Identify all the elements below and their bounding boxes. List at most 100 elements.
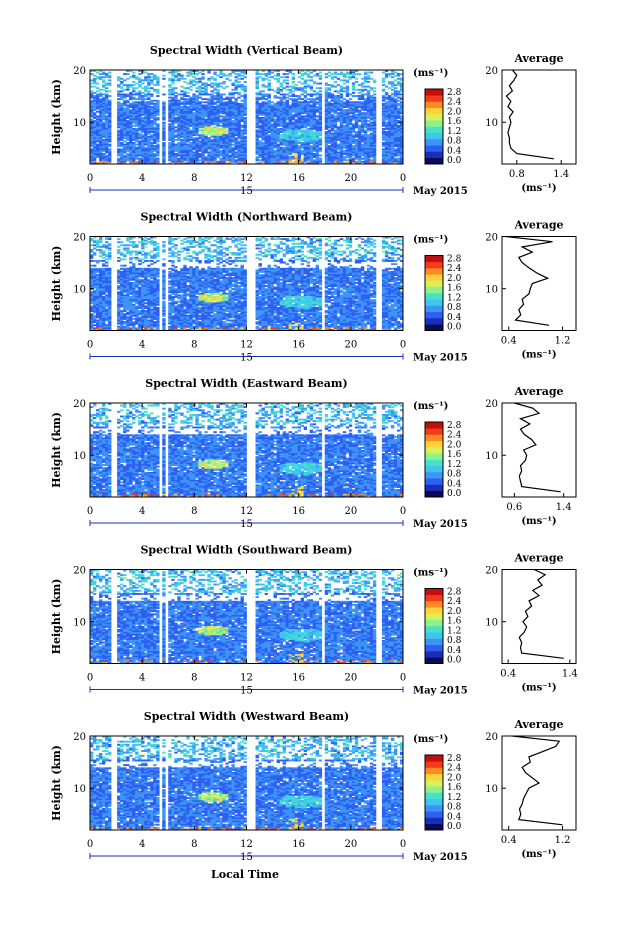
heatmap-cell [352, 155, 355, 157]
day-label: 15 [240, 186, 253, 197]
heatmap-cell [225, 86, 228, 88]
heatmap-cell [319, 155, 322, 157]
heatmap-cell [198, 150, 201, 152]
heatmap-cell [156, 84, 159, 86]
heatmap-cell [286, 94, 289, 96]
heatmap-cell [207, 84, 210, 86]
heatmap-cell [304, 92, 307, 94]
heatmap-cell [96, 108, 99, 110]
colorbar-swatch [425, 89, 443, 96]
heatmap-cell [162, 139, 165, 141]
heatmap-cell [222, 98, 225, 100]
heatmap-cell [117, 252, 120, 254]
heatmap-cell [334, 86, 337, 88]
heatmap-cell [171, 94, 174, 96]
heatmap-cell [358, 98, 361, 100]
heatmap-cell [213, 123, 216, 125]
heatmap-cell [213, 103, 216, 105]
heatmap-cell [189, 89, 192, 91]
heatmap-cell [117, 98, 120, 100]
heatmap-cell [259, 156, 262, 158]
heatmap-cell [183, 87, 186, 89]
heatmap-cell [207, 72, 210, 74]
avg-title: Average [513, 52, 563, 65]
heatmap-cell [117, 257, 120, 259]
heatmap-cell [243, 81, 246, 83]
heatmap-cell [349, 78, 352, 80]
heatmap-cell [280, 131, 283, 133]
heatmap-cell [171, 83, 174, 85]
heatmap-cell [295, 161, 298, 163]
heatmap-cell [126, 95, 129, 97]
heatmap-cell [237, 86, 240, 88]
heatmap-cell [96, 262, 99, 264]
colorbar-tick-label: 0.4 [447, 146, 462, 156]
heatmap-cell [102, 73, 105, 75]
heatmap-cell [120, 78, 123, 80]
heatmap-cell [117, 260, 120, 262]
heatmap-cell [240, 95, 243, 97]
heatmap-cell [286, 83, 289, 85]
colorbar-tick-label: 2.4 [447, 98, 462, 108]
heatmap-cell [201, 94, 204, 96]
heatmap-cell [93, 260, 96, 262]
heatmap-cell [162, 119, 165, 121]
heatmap-cell [355, 95, 358, 97]
heatmap-cell [259, 98, 262, 100]
heatmap-cell [90, 73, 93, 75]
heatmap-cell [198, 137, 201, 139]
heatmap-cell [213, 89, 216, 91]
heatmap-cell [123, 89, 126, 91]
heatmap-cell [225, 78, 228, 80]
heatmap-cell [93, 321, 96, 323]
heatmap-cell [120, 265, 123, 267]
heatmap-cell [174, 72, 177, 74]
heatmap-cell [168, 139, 171, 141]
heatmap-cell [283, 73, 286, 75]
colorbar-swatch [425, 95, 443, 102]
heatmap-cell [219, 147, 222, 149]
heatmap-cell [99, 252, 102, 254]
heatmap-cell [301, 112, 304, 114]
heatmap-cell [174, 92, 177, 94]
heatmap-cell [328, 142, 331, 144]
colorbar-swatch [425, 127, 443, 134]
heatmap-cell [237, 75, 240, 77]
heatmap-cell [231, 117, 234, 119]
heatmap-cell [334, 76, 337, 78]
heatmap-cell [391, 89, 394, 91]
heatmap-cell [331, 73, 334, 75]
heatmap-cell [262, 161, 265, 163]
heatmap-cell [174, 126, 177, 128]
heatmap-cell [219, 86, 222, 88]
heatmap-cell [123, 323, 126, 325]
heatmap-cell [388, 83, 391, 85]
heatmap-cell [346, 106, 349, 108]
heatmap-cell [340, 90, 343, 92]
heatmap-cell [361, 90, 364, 92]
heatmap-cell [129, 106, 132, 108]
heatmap-cell [334, 126, 337, 128]
heatmap-cell [96, 87, 99, 89]
heatmap-cell [126, 150, 129, 152]
heatmap-cell [105, 90, 108, 92]
heatmap-cell [295, 84, 298, 86]
heatmap-cell [343, 87, 346, 89]
heatmap-cell [304, 161, 307, 163]
heatmap-cell [120, 268, 123, 270]
heatmap-cell [93, 86, 96, 88]
heatmap-cell [198, 72, 201, 74]
heatmap-cell [90, 257, 93, 259]
heatmap-cell [162, 75, 165, 77]
heatmap-cell [204, 115, 207, 117]
heatmap-cell [337, 84, 340, 86]
heatmap-cell [234, 134, 237, 136]
avg-y-tick-label: 20 [485, 66, 498, 77]
heatmap-cell [180, 90, 183, 92]
heatmap-cell [186, 95, 189, 97]
heatmap-cell [93, 265, 96, 267]
heatmap-cell [141, 87, 144, 89]
heatmap-cell [310, 79, 313, 81]
heatmap-cell [150, 139, 153, 141]
heatmap-cell [174, 150, 177, 152]
